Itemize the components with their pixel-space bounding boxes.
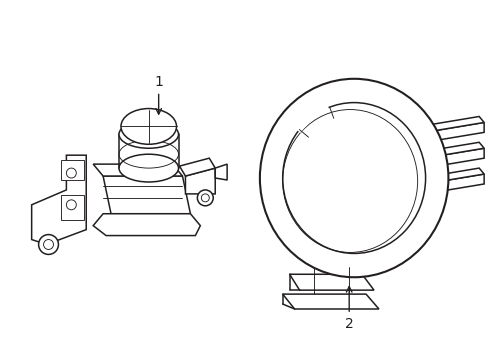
Polygon shape	[431, 117, 483, 130]
Circle shape	[66, 168, 76, 178]
Polygon shape	[436, 174, 483, 192]
Circle shape	[197, 190, 213, 206]
Text: 1: 1	[154, 75, 163, 114]
Polygon shape	[215, 164, 226, 180]
Polygon shape	[61, 160, 84, 180]
Circle shape	[43, 239, 53, 249]
Polygon shape	[93, 164, 182, 176]
Polygon shape	[436, 148, 483, 166]
Polygon shape	[436, 122, 483, 140]
Polygon shape	[103, 176, 190, 214]
Polygon shape	[289, 274, 373, 290]
Ellipse shape	[119, 121, 178, 148]
Polygon shape	[185, 168, 215, 194]
Ellipse shape	[282, 103, 425, 253]
Polygon shape	[431, 168, 483, 182]
Polygon shape	[282, 294, 378, 309]
Circle shape	[39, 235, 59, 255]
Circle shape	[201, 194, 209, 202]
Circle shape	[66, 200, 76, 210]
Polygon shape	[32, 155, 86, 244]
Ellipse shape	[259, 79, 447, 277]
Polygon shape	[179, 158, 215, 176]
Ellipse shape	[119, 154, 178, 182]
Polygon shape	[61, 195, 84, 220]
Ellipse shape	[121, 109, 176, 144]
Text: 2: 2	[344, 287, 353, 331]
Polygon shape	[431, 142, 483, 156]
Polygon shape	[93, 214, 200, 235]
